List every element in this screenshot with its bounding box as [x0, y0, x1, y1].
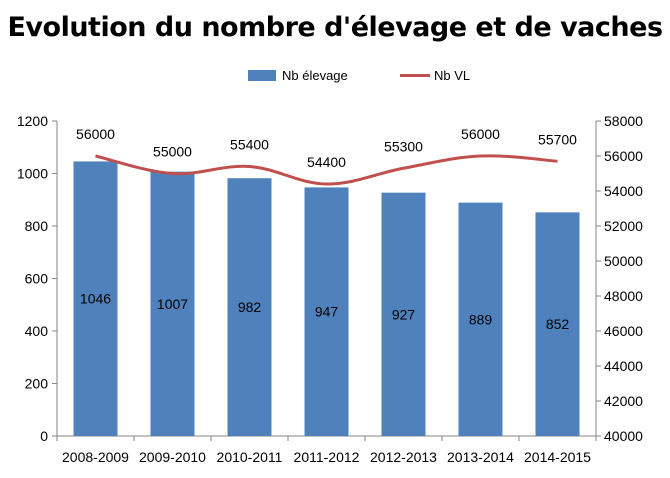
- bar-nb-elevage: [381, 192, 426, 436]
- legend-label-nb-vl: Nb VL: [434, 68, 470, 83]
- x-tick-label: 2012-2013: [370, 449, 437, 465]
- data-label-nb-elevage: 947: [315, 304, 339, 320]
- y-right-tick-label: 54000: [604, 183, 643, 199]
- x-tick-label: 2011-2012: [294, 449, 360, 465]
- data-label-nb-vl: 55000: [153, 144, 192, 160]
- x-tick-label: 2010-2011: [217, 449, 283, 465]
- bar-nb-elevage: [73, 161, 118, 437]
- data-labels: 1046 1007 982 947 927 889 852 56000 55000 55400 54…: [76, 126, 577, 332]
- bar-nb-elevage: [227, 178, 272, 436]
- y-left-tick-label: 600: [25, 271, 49, 287]
- y-right-tick-label: 40000: [604, 428, 643, 444]
- y-right-tick-label: 58000: [604, 113, 643, 129]
- data-label-nb-elevage: 1046: [80, 291, 111, 307]
- data-label-nb-vl: 55400: [230, 137, 269, 153]
- y-right-tick-label: 50000: [604, 253, 643, 269]
- bar-nb-elevage: [150, 171, 195, 436]
- y-left-tick-label: 800: [25, 218, 49, 234]
- data-label-nb-vl: 56000: [461, 126, 500, 142]
- bars: [73, 161, 580, 437]
- y-left-tick-label: 400: [25, 323, 49, 339]
- line-series: [95, 154, 558, 186]
- chart-title: Evolution du nombre d'élevage et de vach…: [7, 12, 663, 43]
- x-tick-label: 2013-2014: [447, 449, 514, 465]
- data-label-nb-elevage: 1007: [157, 296, 188, 312]
- y-right-tick-label: 52000: [604, 218, 643, 234]
- x-tick-label: 2014-2015: [524, 449, 591, 465]
- axes: 0 200 400 600 800 1000 1200 40000 42000 44000 4600…: [17, 113, 643, 465]
- data-label-nb-elevage: 982: [238, 299, 262, 315]
- y-right-tick-label: 46000: [604, 323, 643, 339]
- data-label-nb-vl: 55700: [538, 131, 577, 147]
- y-right-tick-label: 56000: [604, 148, 643, 164]
- y-left-tick-label: 200: [25, 376, 49, 392]
- legend-label-nb-elevage: Nb élevage: [282, 68, 348, 83]
- data-label-nb-vl: 54400: [307, 154, 346, 170]
- bar-nb-elevage: [458, 202, 503, 436]
- data-label-nb-elevage: 889: [469, 311, 493, 327]
- data-label-nb-vl: 56000: [76, 126, 115, 142]
- y-left-tick-label: 1000: [17, 166, 48, 182]
- bar-nb-elevage: [535, 212, 580, 436]
- legend-swatch-nb-elevage: [248, 70, 276, 81]
- legend: Nb élevage Nb VL: [248, 68, 470, 83]
- x-tick-label: 2008-2009: [62, 449, 129, 465]
- x-tick-label: 2009-2010: [139, 449, 206, 465]
- data-label-nb-elevage: 927: [392, 306, 416, 322]
- data-label-nb-vl: 55300: [384, 138, 423, 154]
- y-left-tick-label: 1200: [17, 113, 48, 129]
- data-label-nb-elevage: 852: [546, 316, 570, 332]
- y-left-tick-label: 0: [40, 428, 48, 444]
- bar-nb-elevage: [304, 187, 349, 436]
- y-right-tick-label: 44000: [604, 358, 643, 374]
- y-right-tick-label: 42000: [604, 393, 643, 409]
- y-right-tick-label: 48000: [604, 288, 643, 304]
